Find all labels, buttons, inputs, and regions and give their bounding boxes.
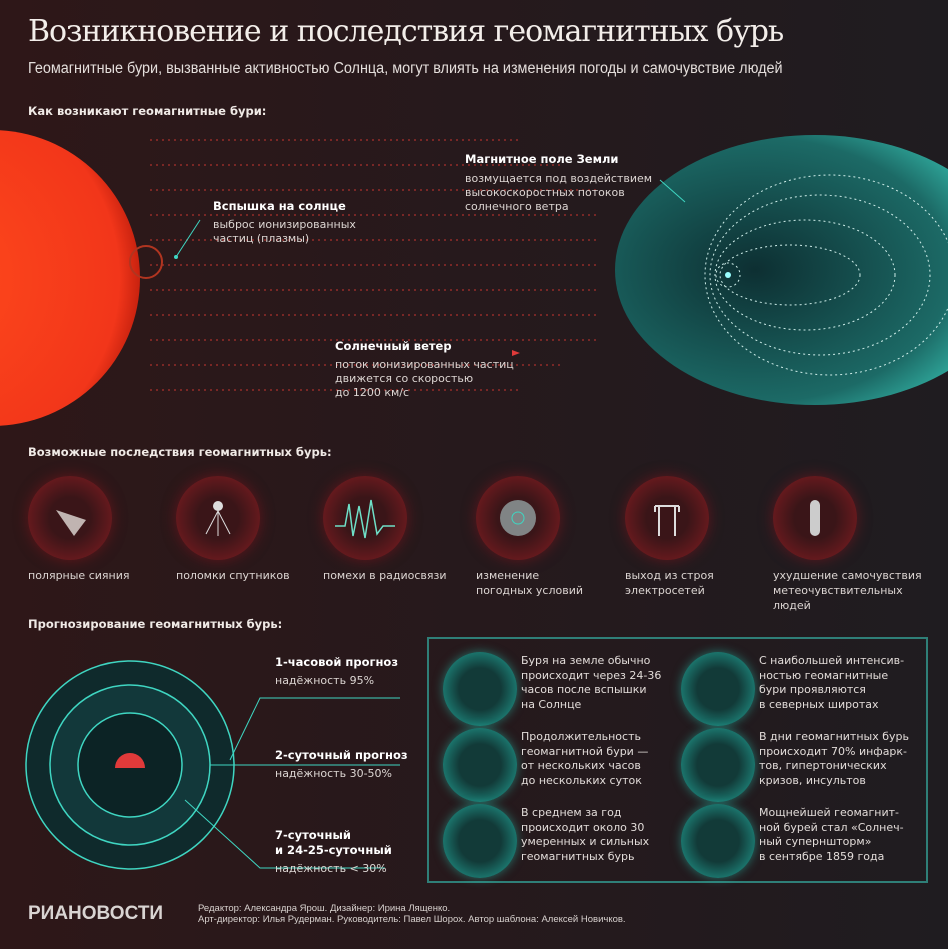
flame-icon: [443, 804, 517, 878]
fact-text: Мощнейшей геомагнит- ной бурей стал «Сол…: [759, 806, 904, 863]
sun: [0, 130, 140, 426]
flare-title: Вспышка на солнце: [213, 199, 346, 213]
power-line-icon: [625, 476, 709, 560]
magnetic-field-title: Магнитное поле Земли: [465, 152, 619, 166]
fact-text: Продолжительность геомагнитной бури — от…: [521, 730, 649, 787]
fact-text: С наибольшей интенсив- ностью геомагнитн…: [759, 654, 905, 711]
field-lines: [704, 174, 948, 376]
facts-panel: [427, 637, 928, 883]
storm-origin-diagram: [0, 130, 948, 426]
earth: [725, 272, 731, 278]
forecast-reliability: надёжность < 30%: [275, 862, 387, 875]
forecast-title: 1-часовой прогноз: [275, 655, 399, 669]
flare-text: выброс ионизированных частиц (плазмы): [213, 218, 356, 245]
page-subtitle: Геомагнитные бури, вызванные активностью…: [28, 60, 783, 77]
sun-icon: [443, 652, 517, 726]
forecast-title: 7-суточный и 24-25-суточный: [275, 828, 392, 857]
consequence-label: ухудшение самочувствия метеочувствительн…: [773, 569, 922, 612]
radio-wave-icon: [323, 476, 407, 560]
solar-wind-title: Солнечный ветер: [335, 339, 452, 353]
forecast-reliability: надёжность 95%: [275, 674, 375, 687]
magnetosphere: [615, 135, 948, 405]
spiral-icon: [681, 804, 755, 878]
consequence-label: выход из строя электросетей: [625, 569, 714, 597]
fact-text: В дни геомагнитных бурь происходит 70% и…: [759, 730, 909, 787]
section-heading-consequences: Возможные последствия геомагнитных бурь:: [28, 445, 332, 459]
satellite-icon: [176, 476, 260, 560]
section-heading-origin: Как возникают геомагнитные бури:: [28, 104, 267, 118]
weather-icon: [476, 476, 560, 560]
wind-arrow-icon: [512, 350, 520, 356]
credits: Редактор: Александра Ярош. Дизайнер: Ири…: [198, 903, 626, 925]
consequence-label: полярные сияния: [28, 569, 130, 582]
ria-novosti-logo: РИАНОВОСТИ: [28, 903, 164, 924]
forecast-reliability: надёжность 30-50%: [275, 767, 392, 780]
page-title: Возникновение и последствия геомагнитных…: [28, 14, 784, 49]
forecast-title: 2-суточный прогноз: [275, 748, 408, 762]
fact-text: В среднем за год происходит около 30 уме…: [521, 806, 650, 863]
section-heading-forecast: Прогнозирование геомагнитных бурь:: [28, 617, 283, 631]
sun-icon: [115, 753, 145, 768]
solar-wind-text: поток ионизированных частиц движется со …: [335, 358, 514, 399]
consequence-label: изменение погодных условий: [476, 569, 584, 597]
consequence-label: помехи в радиосвязи: [323, 569, 447, 582]
flare: [129, 245, 163, 279]
solar-wind-lines: [150, 139, 600, 391]
consequence-label: поломки спутников: [176, 569, 290, 582]
globe-icon: [681, 652, 755, 726]
magnetic-field-text: возмущается под воздействием высокоскоро…: [465, 172, 653, 213]
aurora-icon: [28, 476, 112, 560]
forecast-rings: [25, 660, 400, 870]
clock-icon: [443, 728, 517, 802]
fact-text: Буря на земле обычно происходит через 24…: [521, 654, 662, 711]
pill-icon: [773, 476, 857, 560]
medical-cross-icon: [681, 728, 755, 802]
